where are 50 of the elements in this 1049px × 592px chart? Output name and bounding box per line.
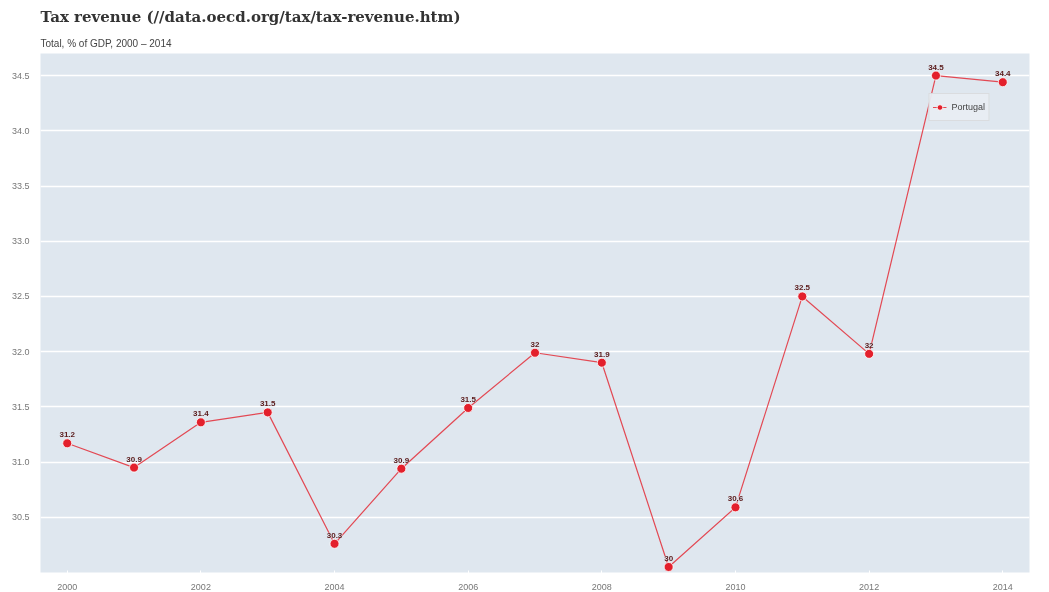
point [997, 77, 1008, 88]
data-label: 30.9 [393, 455, 410, 465]
x-tick-label: 2006 [458, 581, 479, 592]
data-label: 32 [864, 340, 875, 350]
data-label: 31.5 [259, 399, 277, 409]
data-label: 34.5 [928, 62, 945, 72]
data-label: 34.4 [994, 69, 1012, 79]
x-tick-label: 2012 [859, 581, 880, 592]
x-tick-label: 2010 [725, 581, 746, 592]
point [62, 438, 73, 449]
point [864, 348, 875, 359]
data-label: 31.9 [594, 349, 611, 359]
point [530, 347, 540, 358]
legend-label: Portugal [951, 102, 985, 112]
x-tick-label: 2002 [190, 581, 211, 592]
data-label: 32 [530, 339, 540, 349]
data-label: 32.5 [794, 283, 811, 293]
x-tick-label: 2000 [57, 581, 78, 592]
data-label: 31.5 [460, 394, 477, 404]
y-tick-label: 32.0 [11, 346, 30, 357]
data-label: 31.2 [59, 430, 76, 440]
point [931, 70, 941, 81]
x-tick-label: 2008 [591, 581, 612, 592]
data-label: 30.6 [727, 494, 744, 504]
point [463, 403, 474, 413]
y-tick-label: 31.5 [11, 401, 30, 412]
y-tick-label: 33.5 [11, 181, 30, 192]
point [195, 417, 206, 428]
y-tick-label: 34.0 [11, 125, 30, 136]
data-label: 30.3 [326, 530, 343, 540]
y-tick-label: 33.0 [11, 236, 30, 247]
point [129, 462, 139, 473]
point [730, 502, 741, 513]
chart-subtitle: Total, % of GDP, 2000 – 2014 [40, 37, 172, 49]
x-tick-label: 2004 [324, 581, 345, 592]
data-label: 31.4 [193, 409, 210, 419]
y-tick-label: 31.0 [11, 457, 30, 468]
y-tick-label: 32.5 [11, 291, 30, 302]
y-tick-label: 30.5 [11, 512, 30, 523]
point [329, 538, 340, 549]
data-label: 30.9 [126, 454, 143, 464]
point [663, 562, 674, 572]
y-tick-label: 34.5 [11, 70, 30, 81]
x-tick-label: 2014 [992, 581, 1013, 592]
chart-title: Tax revenue (//data.oecd.org/tax/tax-revenue.htm) [40, 7, 461, 26]
data-label: 30 [664, 553, 674, 563]
point [262, 407, 273, 418]
point [396, 463, 407, 474]
point [596, 357, 607, 368]
point [797, 291, 808, 302]
